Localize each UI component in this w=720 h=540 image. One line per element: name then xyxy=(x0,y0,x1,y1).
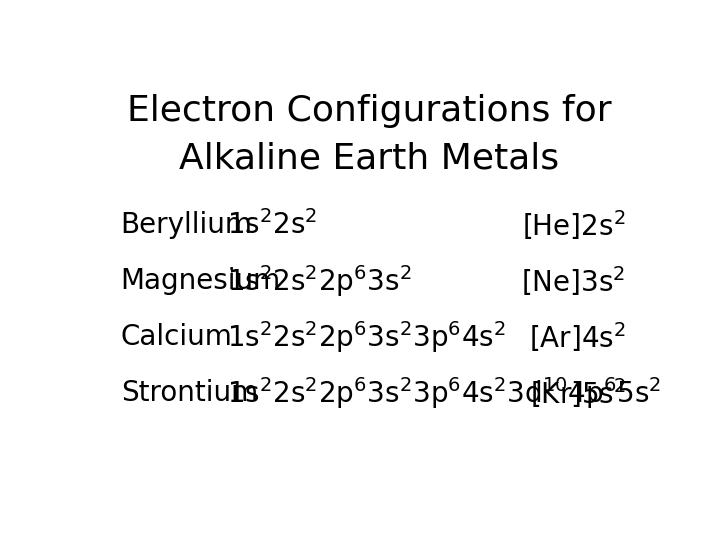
Text: $\mathrm{1s^{2}2s^{2}2p^{6}3s^{2}3p^{6}4s^{2}}$: $\mathrm{1s^{2}2s^{2}2p^{6}3s^{2}3p^{6}4… xyxy=(227,319,505,355)
Text: $\mathrm{1s^{2}2s^{2}2p^{6}3s^{2}3p^{6}4s^{2}3d^{10}4p^{6}5s^{2}}$: $\mathrm{1s^{2}2s^{2}2p^{6}3s^{2}3p^{6}4… xyxy=(227,375,661,411)
Text: Alkaline Earth Metals: Alkaline Earth Metals xyxy=(179,141,559,176)
Text: $\mathrm{[He]2s^{2}}$: $\mathrm{[He]2s^{2}}$ xyxy=(522,208,626,242)
Text: Calcium: Calcium xyxy=(121,323,233,351)
Text: Beryllium: Beryllium xyxy=(121,211,253,239)
Text: $\mathrm{1s^{2}2s^{2}}$: $\mathrm{1s^{2}2s^{2}}$ xyxy=(227,210,317,240)
Text: Electron Configurations for: Electron Configurations for xyxy=(127,94,611,128)
Text: Magnesium: Magnesium xyxy=(121,267,281,295)
Text: Strontium: Strontium xyxy=(121,379,258,407)
Text: $\mathrm{[Kr]5s^{2}}$: $\mathrm{[Kr]5s^{2}}$ xyxy=(530,376,626,410)
Text: $\mathrm{1s^{2}2s^{2}2p^{6}3s^{2}}$: $\mathrm{1s^{2}2s^{2}2p^{6}3s^{2}}$ xyxy=(227,263,411,299)
Text: $\mathrm{[Ar]4s^{2}}$: $\mathrm{[Ar]4s^{2}}$ xyxy=(529,320,626,354)
Text: $\mathrm{[Ne]3s^{2}}$: $\mathrm{[Ne]3s^{2}}$ xyxy=(521,264,626,298)
